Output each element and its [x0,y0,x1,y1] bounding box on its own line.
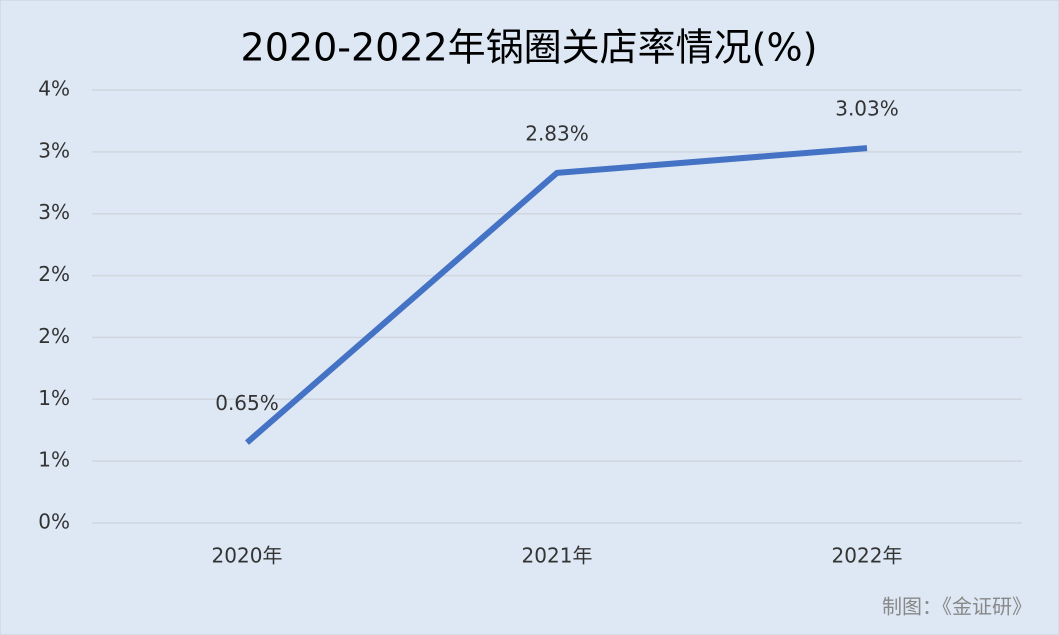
y-tick-label: 1% [38,448,70,472]
y-tick-label: 3% [38,200,70,224]
source: 制图：《金证研》 [882,595,1032,619]
data-label: 3.03% [835,97,899,121]
x-tick-label: 2020年 [212,544,283,568]
y-tick-label: 4% [38,77,70,101]
y-tick-label: 2% [38,262,70,286]
chart-title: 2020-2022年锅圈关店率情况(%) [241,26,818,70]
y-tick-label: 3% [38,138,70,162]
y-tick-label: 2% [38,324,70,348]
y-tick-label: 1% [38,386,70,410]
y-tick-label: 0% [38,510,70,534]
x-tick-label: 2022年 [832,544,903,568]
data-label: 0.65% [215,391,279,415]
data-label: 2.83% [525,121,589,145]
x-tick-label: 2021年 [522,544,593,568]
line [245,145,868,445]
